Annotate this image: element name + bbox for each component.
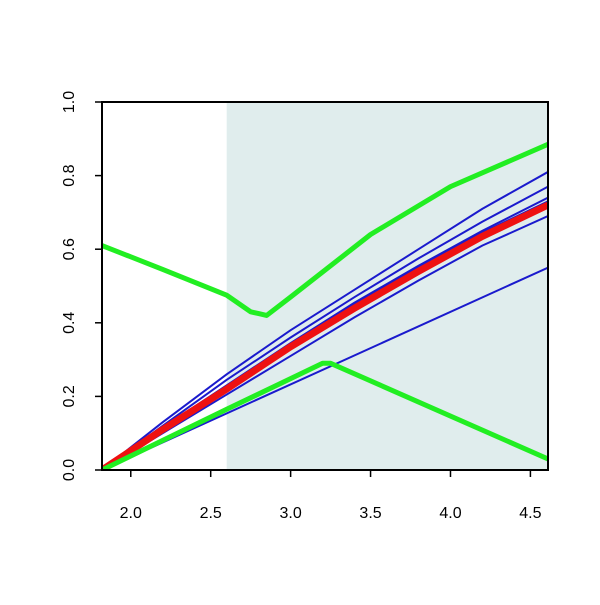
y-tick-label: 0.4 [61,312,78,334]
y-tick-label: 0.0 [61,459,78,481]
line [102,142,548,318]
x-tick-label: 2.5 [200,505,222,522]
line [102,360,548,470]
plot-frame [101,101,549,471]
x-tick-label: 2.0 [120,505,142,522]
y-tick-label: 1.0 [61,91,78,113]
y-tick-label: 0.2 [61,385,78,407]
x-tick-label: 4.0 [439,505,461,522]
x-tick-label: 3.0 [280,505,302,522]
line [102,201,548,470]
x-tick-label: 4.5 [519,505,541,522]
y-tick-label: 0.8 [61,164,78,186]
line [102,171,548,470]
line [102,185,548,470]
y-tick-label: 0.6 [61,238,78,260]
x-tick-label: 3.5 [359,505,381,522]
